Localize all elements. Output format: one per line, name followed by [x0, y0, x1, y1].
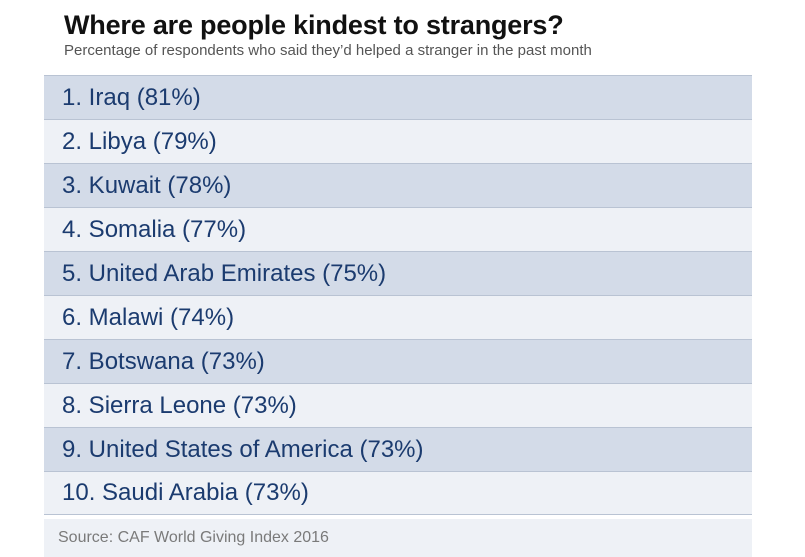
ranking-row-label: 6. Malawi (74%): [62, 303, 235, 331]
ranking-row-label: 1. Iraq (81%): [62, 83, 201, 111]
chart-title: Where are people kindest to strangers?: [64, 10, 564, 40]
ranking-row: 3. Kuwait (78%): [44, 163, 752, 207]
chart-subtitle: Percentage of respondents who said they’…: [64, 42, 592, 59]
ranking-row: 1. Iraq (81%): [44, 75, 752, 119]
ranking-row: 7. Botswana (73%): [44, 339, 752, 383]
ranking-row: 10. Saudi Arabia (73%): [44, 471, 752, 515]
ranking-row-label: 10. Saudi Arabia (73%): [62, 479, 309, 506]
ranking-row: 5. United Arab Emirates (75%): [44, 251, 752, 295]
ranking-row-label: 2. Libya (79%): [62, 127, 217, 155]
ranking-row: 2. Libya (79%): [44, 119, 752, 163]
ranking-row-label: 7. Botswana (73%): [62, 347, 265, 375]
ranking-row: 4. Somalia (77%): [44, 207, 752, 251]
ranking-row-label: 4. Somalia (77%): [62, 215, 247, 243]
ranking-row: 6. Malawi (74%): [44, 295, 752, 339]
ranking-row-label: 9. United States of America (73%): [62, 435, 424, 463]
ranking-table: 1. Iraq (81%) 2. Libya (79%) 3. Kuwait (78…: [44, 75, 752, 515]
ranking-row: 8. Sierra Leone (73%): [44, 383, 752, 427]
ranking-row: 9. United States of America (73%): [44, 427, 752, 471]
ranking-row-label: 3. Kuwait (78%): [62, 171, 232, 199]
source-note: Source: CAF World Giving Index 2016: [44, 519, 752, 557]
chart-header: Where are people kindest to strangers? P…: [64, 0, 784, 61]
ranking-row-label: 8. Sierra Leone (73%): [62, 391, 297, 419]
ranking-row-label: 5. United Arab Emirates (75%): [62, 259, 387, 287]
